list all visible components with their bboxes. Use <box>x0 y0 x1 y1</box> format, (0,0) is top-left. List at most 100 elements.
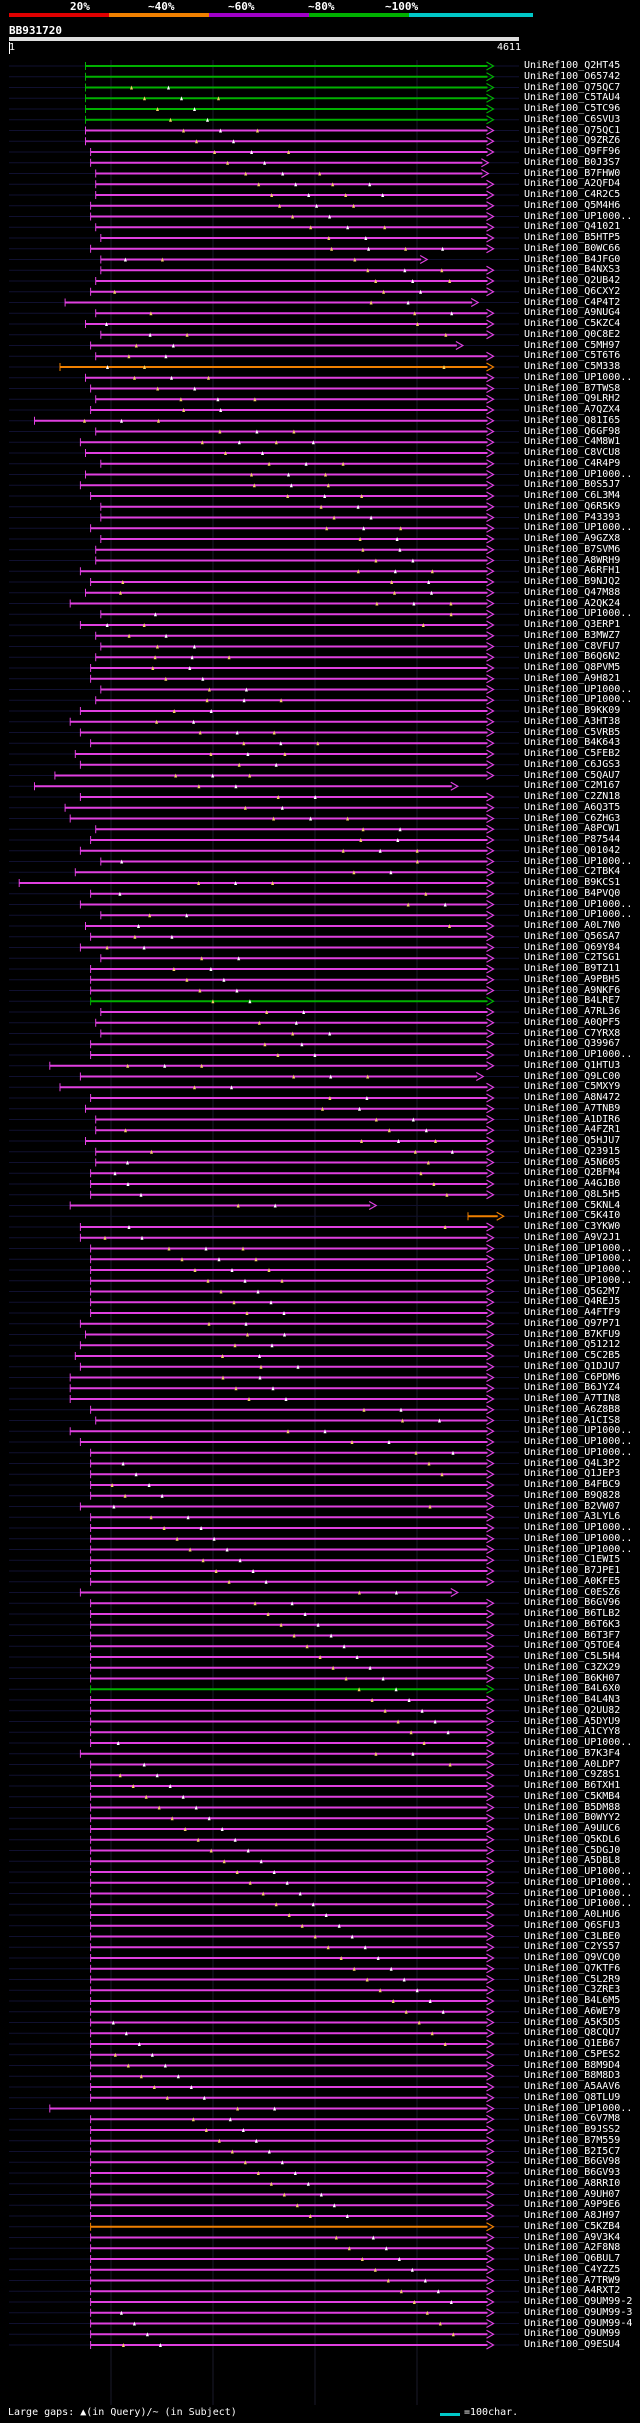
hit-link[interactable]: UniRef100_A9UUC6 <box>524 1823 621 1834</box>
hit-link[interactable]: UniRef100_C6L3M4 <box>524 490 621 501</box>
hit-link[interactable]: UniRef100_Q9UM99 <box>524 2328 621 2340</box>
hit-link[interactable]: UniRef100_UP1000.. <box>524 1425 633 1437</box>
hit-link[interactable]: UniRef100_A0L7N0 <box>524 920 621 931</box>
hit-link[interactable]: UniRef100_Q8L5H5 <box>524 1188 621 1200</box>
hit-link[interactable]: UniRef100_A9V2J1 <box>524 1231 621 1243</box>
hit-link[interactable]: UniRef100_C0ESZ6 <box>524 1586 621 1598</box>
hit-link[interactable]: UniRef100_C5MH97 <box>524 339 621 351</box>
hit-link[interactable]: UniRef100_Q9VCQ0 <box>524 1952 621 1963</box>
hit-link[interactable]: UniRef100_C4YZZ5 <box>524 2263 621 2275</box>
hit-link[interactable]: UniRef100_B4K643 <box>524 737 621 749</box>
hit-link[interactable]: UniRef100_C5M338 <box>524 361 621 372</box>
hit-link[interactable]: UniRef100_B4LRE7 <box>524 995 621 1007</box>
hit-link[interactable]: UniRef100_C1EWI5 <box>524 1554 621 1566</box>
hit-link[interactable]: UniRef100_A9GZX8 <box>524 533 621 544</box>
hit-link[interactable]: UniRef100_C3ZX29 <box>524 1661 621 1673</box>
hit-link[interactable]: UniRef100_UP1000.. <box>524 855 633 867</box>
hit-link[interactable]: UniRef100_Q7KTF6 <box>524 1962 621 1974</box>
hit-link[interactable]: UniRef100_UP1000.. <box>524 1876 633 1888</box>
hit-link[interactable]: UniRef100_B6GV96 <box>524 1597 621 1609</box>
hit-link[interactable]: UniRef100_B6GV93 <box>524 2167 621 2178</box>
hit-link[interactable]: UniRef100_C5L2R9 <box>524 1973 621 1985</box>
hit-link[interactable]: UniRef100_C5T6T6 <box>524 350 621 362</box>
hit-link[interactable]: UniRef100_B4L4N3 <box>524 1694 621 1705</box>
hit-link[interactable]: UniRef100_C5KMB4 <box>524 1790 621 1802</box>
hit-link[interactable]: UniRef100_P87544 <box>524 834 621 845</box>
hit-link[interactable]: UniRef100_Q39967 <box>524 1038 621 1050</box>
hit-link[interactable]: UniRef100_B4PVQ0 <box>524 887 621 899</box>
hit-link[interactable]: UniRef100_Q9FF96 <box>524 146 621 157</box>
hit-link[interactable]: UniRef100_Q3ERP1 <box>524 619 621 630</box>
hit-link[interactable]: UniRef100_Q41021 <box>524 221 621 233</box>
hit-link[interactable]: UniRef100_C4R4P9 <box>524 457 621 469</box>
hit-link[interactable]: UniRef100_UP1000.. <box>524 522 633 534</box>
hit-link[interactable]: UniRef100_A3HT38 <box>524 715 621 727</box>
hit-link[interactable]: UniRef100_UP1000.. <box>524 1253 633 1265</box>
hit-link[interactable]: UniRef100_C5VRB5 <box>524 726 621 738</box>
hit-link[interactable]: UniRef100_B9JSS2 <box>524 2124 621 2135</box>
hit-link[interactable]: UniRef100_C5KZC4 <box>524 318 621 329</box>
hit-link[interactable]: UniRef100_Q6GF98 <box>524 425 621 437</box>
hit-link[interactable]: UniRef100_A9NKF6 <box>524 984 621 996</box>
hit-link[interactable]: UniRef100_A7QZX4 <box>524 404 621 415</box>
hit-link[interactable]: UniRef100_B6JYZ4 <box>524 1382 621 1394</box>
hit-link[interactable]: UniRef100_A5AAV6 <box>524 2081 621 2092</box>
hit-link[interactable]: UniRef100_B0S5J7 <box>524 479 621 491</box>
hit-link[interactable]: UniRef100_C5TC96 <box>524 103 621 114</box>
hit-link[interactable]: UniRef100_C5TAU4 <box>524 92 621 104</box>
hit-link[interactable]: UniRef100_A4FZR1 <box>524 1124 621 1136</box>
hit-link[interactable]: UniRef100_Q75QC7 <box>524 81 621 93</box>
hit-link[interactable]: UniRef100_Q5G2M7 <box>524 1285 621 1297</box>
hit-link[interactable]: UniRef100_B4L6M5 <box>524 1995 621 2006</box>
hit-link[interactable]: UniRef100_A5K5D5 <box>524 2016 621 2028</box>
hit-link[interactable]: UniRef100_Q5TOE4 <box>524 1640 621 1652</box>
hit-link[interactable]: UniRef100_B9KCS1 <box>524 877 621 888</box>
hit-link[interactable]: UniRef100_B6TXH1 <box>524 1780 621 1791</box>
hit-link[interactable]: UniRef100_Q6SFU3 <box>524 1919 621 1931</box>
hit-link[interactable]: UniRef100_B4FBC9 <box>524 1479 621 1490</box>
hit-link[interactable]: UniRef100_B6T6K3 <box>524 1618 621 1630</box>
hit-link[interactable]: UniRef100_UP1000.. <box>524 1887 633 1899</box>
hit-link[interactable]: UniRef100_A6Z8B8 <box>524 1403 621 1415</box>
hit-link[interactable]: UniRef100_Q8CQU7 <box>524 2027 621 2039</box>
hit-link[interactable]: UniRef100_Q51212 <box>524 1339 621 1351</box>
hit-link[interactable]: UniRef100_B9Q828 <box>524 1489 621 1501</box>
hit-link[interactable]: UniRef100_UP1000.. <box>524 1264 633 1275</box>
hit-link[interactable]: UniRef100_C5DGJ0 <box>524 1844 621 1856</box>
hit-link[interactable]: UniRef100_B0WC66 <box>524 242 621 254</box>
hit-link[interactable]: UniRef100_C8VCU8 <box>524 447 621 458</box>
hit-link[interactable]: UniRef100_B5DM88 <box>524 1801 621 1813</box>
hit-link[interactable]: UniRef100_A9NUG4 <box>524 307 621 319</box>
hit-link[interactable]: UniRef100_C5K4I0 <box>524 1210 621 1222</box>
hit-link[interactable]: UniRef100_P43393 <box>524 511 621 523</box>
hit-link[interactable]: UniRef100_B2VW07 <box>524 1500 621 1512</box>
hit-link[interactable]: UniRef100_C6ZHG3 <box>524 812 621 824</box>
hit-link[interactable]: UniRef100_Q0C8E2 <box>524 328 621 340</box>
hit-link[interactable]: UniRef100_Q6CXY2 <box>524 285 621 297</box>
hit-link[interactable]: UniRef100_Q81I65 <box>524 414 621 426</box>
hit-link[interactable]: UniRef100_B9KK09 <box>524 705 621 716</box>
hit-link[interactable]: UniRef100_C3YKW0 <box>524 1221 621 1232</box>
hit-link[interactable]: UniRef100_C2YS57 <box>524 1941 621 1953</box>
hit-link[interactable]: UniRef100_C5PES2 <box>524 2048 621 2060</box>
hit-link[interactable]: UniRef100_Q5HJU7 <box>524 1135 621 1146</box>
hit-link[interactable]: UniRef100_Q2UB42 <box>524 275 621 286</box>
hit-link[interactable]: UniRef100_A0LDP7 <box>524 1758 621 1770</box>
hit-link[interactable]: UniRef100_Q56SA7 <box>524 930 621 942</box>
hit-link[interactable]: UniRef100_B9NJQ2 <box>524 576 621 587</box>
hit-link[interactable]: UniRef100_A8WRH9 <box>524 554 621 566</box>
hit-link[interactable]: UniRef100_C5QAU7 <box>524 769 621 781</box>
hit-link[interactable]: UniRef100_B7K3F4 <box>524 1747 621 1759</box>
hit-link[interactable]: UniRef100_Q4REJ5 <box>524 1296 621 1308</box>
hit-link[interactable]: UniRef100_UP1000.. <box>524 1522 633 1533</box>
hit-link[interactable]: UniRef100_C8VFU7 <box>524 640 621 652</box>
hit-link[interactable]: UniRef100_B4JFG0 <box>524 253 621 265</box>
hit-link[interactable]: UniRef100_A4FTF9 <box>524 1307 621 1318</box>
hit-link[interactable]: UniRef100_Q2UU82 <box>524 1704 621 1716</box>
hit-link[interactable]: UniRef100_A8JH97 <box>524 2210 621 2221</box>
hit-link[interactable]: UniRef100_UP1000.. <box>524 1274 633 1286</box>
hit-link[interactable]: UniRef100_A0LHU6 <box>524 1909 621 1920</box>
hit-link[interactable]: UniRef100_B9TZ11 <box>524 963 621 974</box>
hit-link[interactable]: UniRef100_A7TIN8 <box>524 1393 621 1404</box>
hit-link[interactable]: UniRef100_C4P4T2 <box>524 296 621 308</box>
